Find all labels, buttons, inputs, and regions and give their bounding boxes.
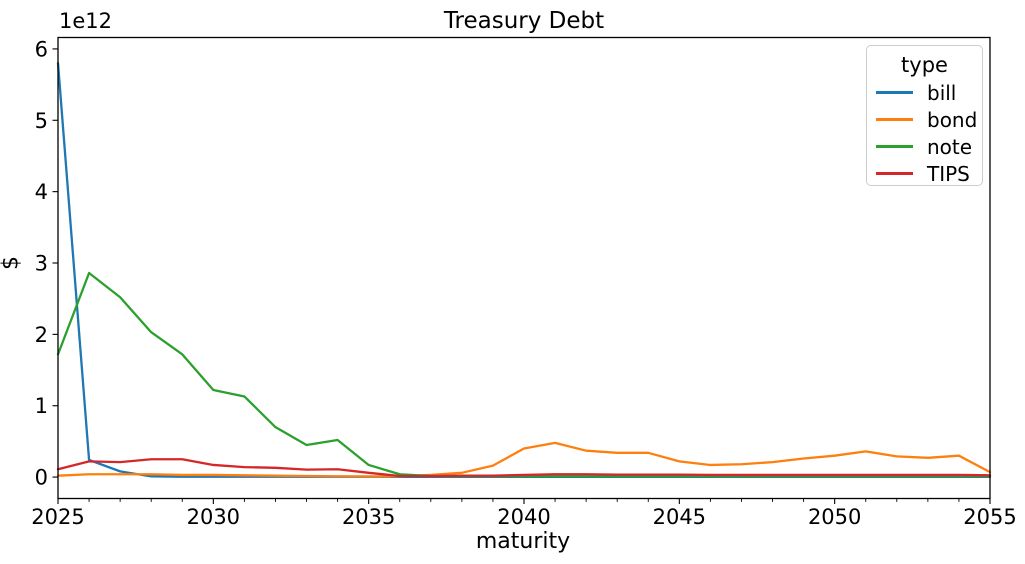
chart-title: Treasury Debt (443, 8, 605, 34)
x-tick-label: 2045 (653, 505, 706, 529)
legend-line-tips-icon (876, 172, 913, 175)
legend-label-bond: bond (927, 107, 978, 132)
x-tick-label: 2050 (808, 505, 861, 529)
y-tick-label: 6 (35, 37, 48, 61)
y-tick-label: 2 (35, 323, 48, 347)
y-tick-label: 5 (35, 109, 48, 133)
x-tick-label: 2030 (187, 505, 240, 529)
x-axis-label: maturity (475, 529, 571, 554)
legend-line-bill-icon (876, 91, 913, 94)
x-tick-label: 2025 (31, 505, 84, 529)
y-axis-label: $ (0, 256, 24, 270)
legend-label-note: note (927, 134, 973, 159)
axes-spines (57, 36, 991, 500)
legend-label-tips: TIPS (927, 161, 970, 186)
x-tick-label: 2035 (342, 505, 395, 529)
y-tick-label: 0 (35, 466, 48, 490)
legend-item-note: note (867, 133, 982, 160)
legend-item-tips: TIPS (867, 160, 982, 187)
y-tick-label: 3 (35, 252, 48, 276)
y-axis-offset-text: 1e12 (59, 9, 113, 33)
legend-line-bond-icon (876, 118, 913, 121)
legend-line-note-icon (876, 145, 913, 148)
series-line-TIPS (56, 458, 992, 478)
legend-item-bill: bill (867, 79, 982, 106)
y-tick-label: 4 (35, 180, 48, 204)
legend-label-bill: bill (927, 80, 957, 105)
x-tick-label: 2040 (497, 505, 550, 529)
y-tick-label: 1 (35, 394, 48, 418)
series-line-bond (56, 441, 992, 478)
legend: type bill bond note TIPS (866, 45, 983, 186)
legend-title: type (901, 53, 948, 77)
series-line-note (56, 271, 992, 478)
legend-item-bond: bond (867, 106, 982, 133)
x-tick-label: 2055 (963, 505, 1016, 529)
series-line-bill (56, 62, 992, 478)
